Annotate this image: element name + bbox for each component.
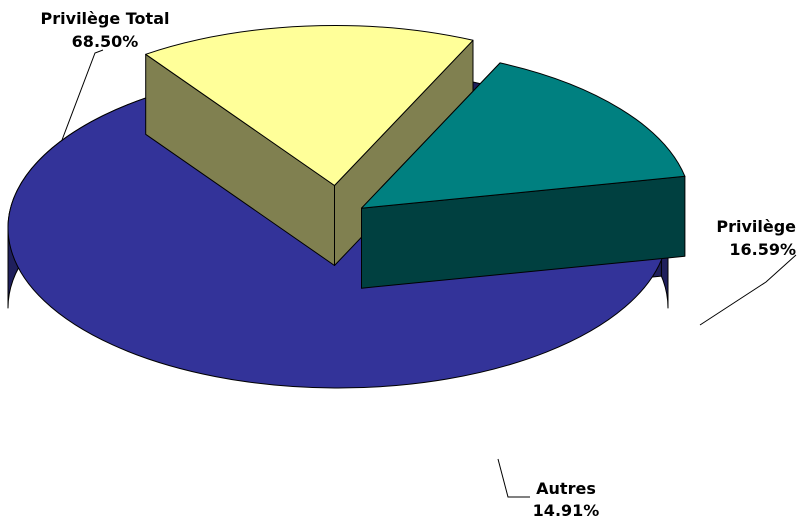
leader-line-2 [497, 458, 530, 498]
leader-line-0 [61, 49, 104, 141]
slice-value-1: 16.59% [729, 240, 796, 259]
slice-name-0: Privilège Total [41, 9, 170, 28]
pie-slice-2 [361, 62, 686, 289]
slice-label-0: Privilège Total 68.50% [41, 9, 170, 141]
slice-name-2: Autres [536, 479, 596, 498]
pie-slice-top-2 [361, 62, 686, 209]
pie-slice-top-1 [145, 25, 474, 186]
slice-label-2: Autres 14.91% [497, 458, 600, 520]
pie-slices [7, 25, 686, 389]
leader-line-1 [699, 254, 797, 326]
slice-name-1: Privilège [716, 217, 796, 236]
slice-label-1: Privilège 16.59% [699, 217, 797, 326]
slice-value-0: 68.50% [72, 32, 139, 51]
slice-value-2: 14.91% [533, 501, 600, 520]
